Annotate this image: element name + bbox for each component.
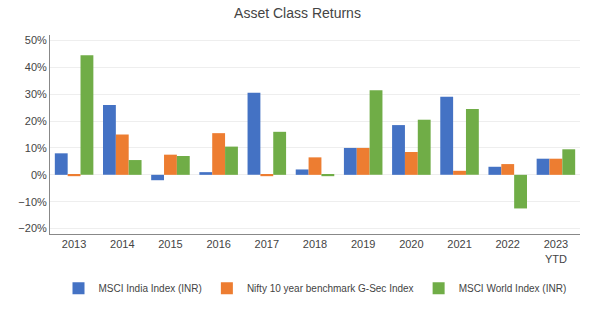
svg-text:0%: 0% bbox=[31, 169, 47, 181]
svg-text:−20%: −20% bbox=[18, 222, 47, 234]
svg-text:−10%: −10% bbox=[18, 196, 47, 208]
svg-text:2020: 2020 bbox=[399, 238, 423, 250]
svg-text:30%: 30% bbox=[25, 88, 47, 100]
svg-text:2014: 2014 bbox=[110, 238, 134, 250]
svg-text:2022: 2022 bbox=[495, 238, 519, 250]
svg-text:Asset Class Returns: Asset Class Returns bbox=[234, 5, 361, 21]
svg-text:2017: 2017 bbox=[255, 238, 279, 250]
svg-text:10%: 10% bbox=[25, 142, 47, 154]
svg-text:Nifty 10 year benchmark G-Sec: Nifty 10 year benchmark G-Sec Index bbox=[247, 283, 414, 294]
svg-text:2018: 2018 bbox=[303, 238, 327, 250]
svg-text:2023YTD: 2023YTD bbox=[544, 238, 568, 264]
svg-text:2016: 2016 bbox=[206, 238, 230, 250]
svg-text:20%: 20% bbox=[25, 115, 47, 127]
svg-text:2019: 2019 bbox=[351, 238, 375, 250]
svg-text:MSCI India Index (INR): MSCI India Index (INR) bbox=[99, 283, 202, 294]
svg-text:MSCI World Index (INR): MSCI World Index (INR) bbox=[459, 283, 567, 294]
svg-text:50%: 50% bbox=[25, 34, 47, 46]
svg-text:2021: 2021 bbox=[447, 238, 471, 250]
svg-text:2015: 2015 bbox=[158, 238, 182, 250]
svg-text:40%: 40% bbox=[25, 61, 47, 73]
svg-text:2013: 2013 bbox=[62, 238, 86, 250]
